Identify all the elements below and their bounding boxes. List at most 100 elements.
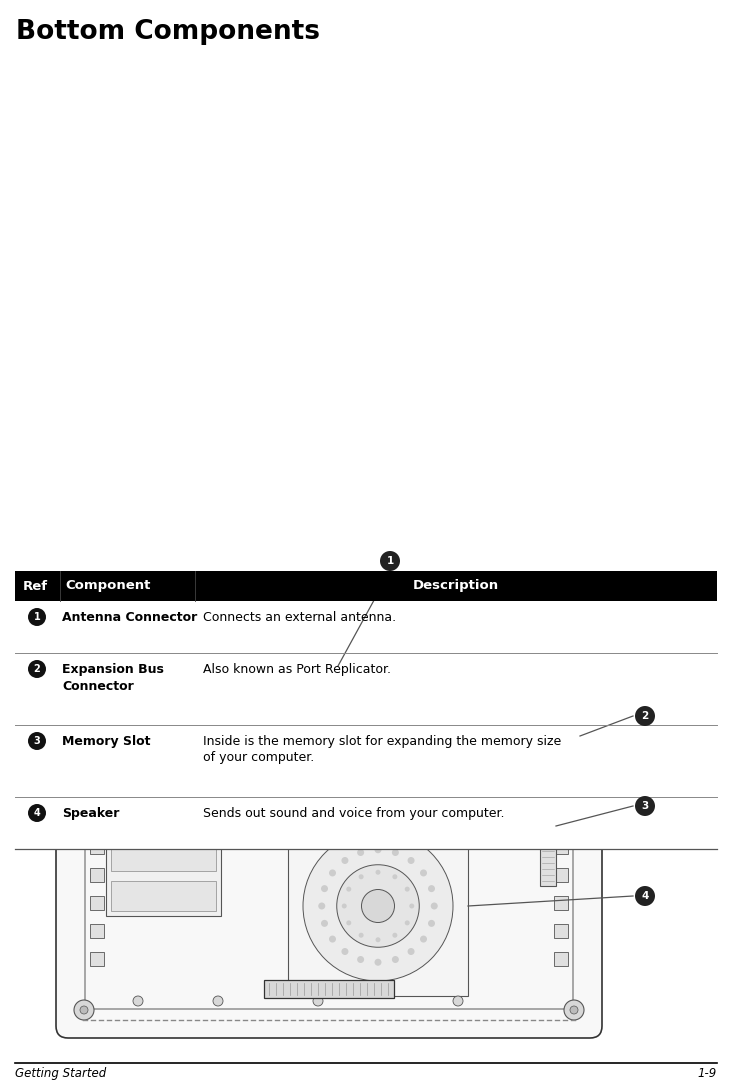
- Circle shape: [430, 902, 438, 910]
- Circle shape: [635, 886, 655, 906]
- Bar: [554, 868, 568, 882]
- FancyBboxPatch shape: [56, 574, 602, 1038]
- Circle shape: [518, 602, 526, 610]
- Bar: [554, 756, 568, 770]
- Text: Description: Description: [413, 579, 499, 592]
- Circle shape: [341, 948, 348, 955]
- Bar: [90, 700, 104, 714]
- Bar: [106, 611, 186, 651]
- Circle shape: [405, 887, 410, 891]
- Text: Getting Started: Getting Started: [15, 1067, 106, 1080]
- Bar: [554, 812, 568, 826]
- Text: Sends out sound and voice from your computer.: Sends out sound and voice from your comp…: [203, 807, 504, 820]
- Circle shape: [303, 831, 453, 981]
- Circle shape: [380, 551, 400, 571]
- Circle shape: [357, 956, 364, 963]
- Text: 2: 2: [641, 711, 649, 721]
- Circle shape: [342, 602, 350, 610]
- Text: Expansion Bus
Connector: Expansion Bus Connector: [62, 663, 164, 693]
- Circle shape: [210, 602, 218, 610]
- Bar: [90, 840, 104, 854]
- Circle shape: [213, 996, 223, 1006]
- Circle shape: [496, 602, 504, 610]
- Circle shape: [342, 903, 347, 909]
- Bar: [15, 654, 717, 726]
- Circle shape: [364, 602, 372, 610]
- Circle shape: [408, 858, 414, 864]
- Circle shape: [321, 920, 328, 927]
- Text: 2: 2: [34, 664, 40, 674]
- Text: Memory Slot: Memory Slot: [62, 735, 151, 748]
- Circle shape: [133, 996, 143, 1006]
- Bar: [554, 896, 568, 910]
- Bar: [554, 700, 568, 714]
- Circle shape: [329, 936, 336, 943]
- Circle shape: [409, 903, 414, 909]
- Circle shape: [276, 602, 284, 610]
- Text: 1: 1: [386, 556, 394, 566]
- Circle shape: [155, 768, 171, 784]
- Text: 4: 4: [34, 808, 40, 818]
- Bar: [15, 571, 717, 601]
- Bar: [90, 952, 104, 966]
- Text: Component: Component: [65, 579, 150, 592]
- Circle shape: [80, 1006, 88, 1014]
- Text: 3: 3: [641, 801, 649, 811]
- Circle shape: [346, 921, 351, 925]
- Circle shape: [28, 732, 46, 750]
- Circle shape: [166, 602, 174, 610]
- Bar: [90, 756, 104, 770]
- Bar: [554, 840, 568, 854]
- Circle shape: [376, 870, 381, 875]
- Text: Bottom Components: Bottom Components: [16, 19, 320, 45]
- Circle shape: [375, 847, 381, 853]
- Text: Ref: Ref: [23, 579, 48, 592]
- Text: Inside is the memory slot for expanding the memory size
of your computer.: Inside is the memory slot for expanding …: [203, 735, 561, 765]
- Circle shape: [408, 602, 416, 610]
- Circle shape: [359, 933, 364, 938]
- Circle shape: [74, 592, 94, 612]
- Circle shape: [148, 806, 168, 826]
- Bar: [111, 882, 216, 911]
- Bar: [90, 644, 104, 658]
- Text: Connects an external antenna.: Connects an external antenna.: [203, 611, 396, 624]
- Circle shape: [420, 870, 427, 876]
- Circle shape: [346, 887, 351, 891]
- Circle shape: [635, 706, 655, 726]
- Circle shape: [376, 937, 381, 943]
- Bar: [554, 924, 568, 938]
- Text: Also known as Port Replicator.: Also known as Port Replicator.: [203, 663, 391, 676]
- Text: Speaker: Speaker: [62, 807, 119, 820]
- Circle shape: [375, 959, 381, 966]
- Circle shape: [359, 874, 364, 879]
- Circle shape: [318, 902, 325, 910]
- Circle shape: [254, 602, 262, 610]
- Circle shape: [321, 885, 328, 892]
- Circle shape: [564, 1000, 584, 1020]
- Circle shape: [386, 602, 394, 610]
- Bar: [264, 980, 394, 998]
- Text: Antenna Connector: Antenna Connector: [62, 611, 197, 624]
- Bar: [15, 601, 717, 654]
- Circle shape: [28, 660, 46, 678]
- Circle shape: [430, 602, 438, 610]
- Bar: [15, 798, 717, 849]
- Bar: [328, 611, 368, 651]
- Text: 1-9: 1-9: [698, 1067, 717, 1080]
- Circle shape: [232, 602, 240, 610]
- Bar: [228, 666, 448, 806]
- Bar: [243, 813, 271, 831]
- Circle shape: [313, 996, 323, 1006]
- Circle shape: [392, 933, 397, 938]
- Bar: [554, 952, 568, 966]
- Circle shape: [570, 1006, 578, 1014]
- Circle shape: [341, 858, 348, 864]
- Circle shape: [564, 592, 584, 612]
- Bar: [554, 672, 568, 686]
- Bar: [378, 611, 418, 651]
- Bar: [111, 766, 216, 871]
- Bar: [90, 812, 104, 826]
- Bar: [278, 731, 378, 741]
- Circle shape: [329, 870, 336, 876]
- Circle shape: [188, 602, 196, 610]
